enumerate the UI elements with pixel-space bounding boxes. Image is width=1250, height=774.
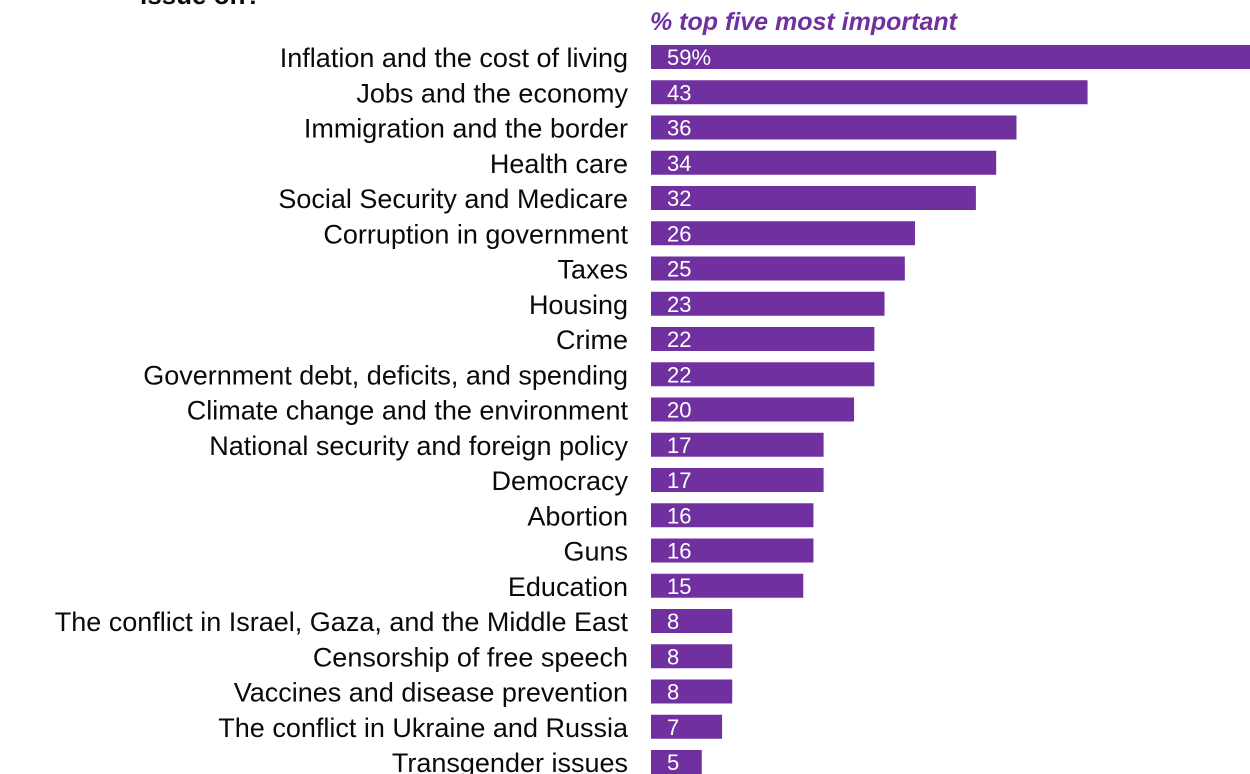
bar xyxy=(651,186,976,210)
bar xyxy=(651,573,804,598)
bar xyxy=(651,397,855,422)
bar-value-label: 23 xyxy=(667,292,691,317)
bar-value-label: 20 xyxy=(667,398,691,423)
category-label: Government debt, deficits, and spending xyxy=(143,360,628,390)
category-label: Abortion xyxy=(527,501,628,531)
category-label: Corruption in government xyxy=(323,219,628,249)
bar xyxy=(651,45,1250,69)
category-label: Transgender issues xyxy=(392,748,628,774)
category-label: Inflation and the cost of living xyxy=(280,43,628,73)
bar xyxy=(651,538,814,563)
bar xyxy=(651,503,814,528)
bar-value-label: 34 xyxy=(667,151,691,176)
category-label: The conflict in Israel, Gaza, and the Mi… xyxy=(55,607,629,637)
category-label: Vaccines and disease prevention xyxy=(234,678,628,708)
category-label: Crime xyxy=(556,325,628,355)
bar xyxy=(651,221,915,246)
bar xyxy=(651,750,702,774)
category-label: Democracy xyxy=(491,466,628,496)
category-label: Censorship of free speech xyxy=(313,642,628,672)
bar-value-label: 7 xyxy=(667,715,679,740)
bar xyxy=(651,468,824,492)
bar-value-label: 59% xyxy=(667,45,711,70)
bar xyxy=(651,115,1017,140)
chart-subtitle: % top five most important xyxy=(650,8,959,36)
bar-value-label: 5 xyxy=(667,750,679,774)
bar xyxy=(651,679,733,704)
bar-value-label: 43 xyxy=(667,80,691,105)
bar xyxy=(651,291,885,316)
bar-value-label: 8 xyxy=(667,609,679,634)
category-label: Immigration and the border xyxy=(304,114,628,144)
category-label: Housing xyxy=(529,290,628,320)
bar-value-label: 16 xyxy=(667,539,691,564)
bar-value-label: 25 xyxy=(667,257,691,282)
bar xyxy=(651,150,997,175)
bar xyxy=(651,327,875,351)
bar xyxy=(651,80,1088,105)
category-label: Taxes xyxy=(557,255,628,285)
category-label: The conflict in Ukraine and Russia xyxy=(218,713,629,743)
bar-value-label: 17 xyxy=(667,433,691,458)
bar-value-label: 17 xyxy=(667,468,691,493)
bar xyxy=(651,644,733,669)
bar-value-label: 22 xyxy=(667,362,691,387)
bar-value-label: 26 xyxy=(667,221,691,246)
chart-title-fragment: issue on? xyxy=(140,0,261,10)
category-label: Social Security and Medicare xyxy=(278,184,628,214)
bar xyxy=(651,714,723,739)
category-label: National security and foreign policy xyxy=(209,431,628,461)
bar-value-label: 32 xyxy=(667,186,691,211)
category-label: Jobs and the economy xyxy=(356,78,628,108)
bar-value-label: 22 xyxy=(667,327,691,352)
bar-value-label: 8 xyxy=(667,680,679,705)
bar-value-label: 8 xyxy=(667,644,679,669)
bar-value-label: 36 xyxy=(667,116,691,141)
category-label: Health care xyxy=(490,149,628,179)
category-label: Education xyxy=(508,572,628,602)
bar-value-label: 15 xyxy=(667,574,691,599)
category-label: Climate change and the environment xyxy=(187,396,629,426)
bar xyxy=(651,362,875,387)
bar xyxy=(651,609,733,633)
category-label: Guns xyxy=(563,537,628,567)
bar xyxy=(651,432,824,457)
bar-value-label: 16 xyxy=(667,503,691,528)
bars-group: Inflation and the cost of living 59% Jobs … xyxy=(55,43,1250,774)
bar xyxy=(651,256,905,281)
